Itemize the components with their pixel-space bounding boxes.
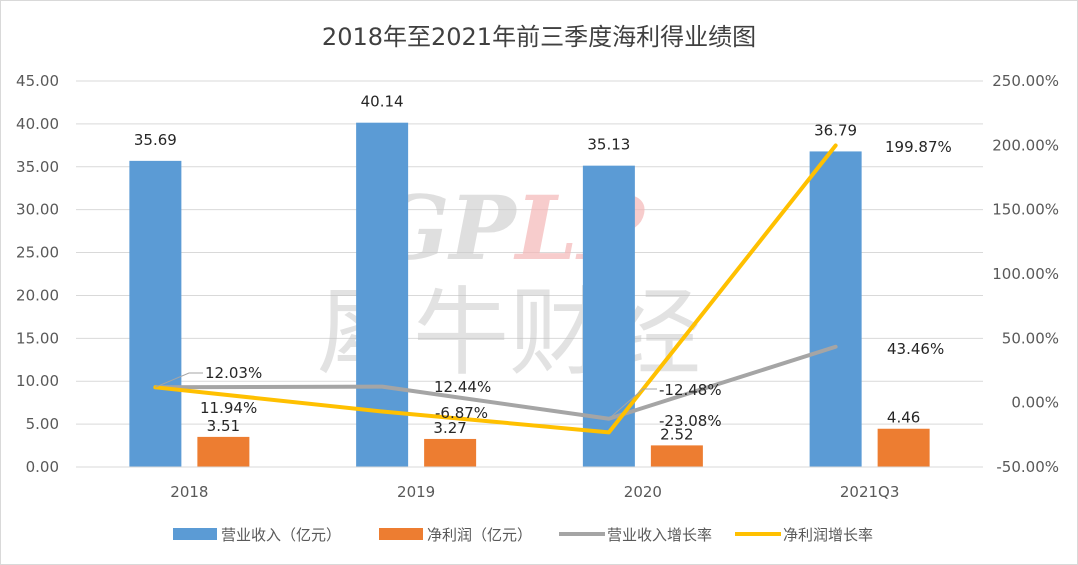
- chart-title: 2018年至2021年前三季度海利得业绩图: [322, 23, 756, 51]
- data-labels: 35.69 40.14 35.13 36.79 3.51 3.27 2.52 4.46 12.0…: [134, 93, 952, 444]
- y-left-tick-label: 40.00: [16, 115, 59, 133]
- data-label-net-profit-growth: 11.94%: [200, 399, 257, 417]
- data-label-revenue: 40.14: [361, 93, 404, 111]
- data-label-net-profit: 3.51: [207, 417, 240, 435]
- data-label-net-profit: 4.46: [887, 409, 920, 427]
- bar-revenue: [582, 165, 635, 468]
- legend-label: 营业收入（亿元）: [221, 526, 341, 544]
- y-left-tick-label: 10.00: [16, 372, 59, 390]
- data-label-net-profit-growth: -6.87%: [435, 404, 488, 422]
- y-right-tick-label: -50.00%: [996, 458, 1059, 476]
- data-label-revenue-growth: -12.48%: [659, 381, 722, 399]
- line-net-profit-growth: [153, 143, 838, 435]
- legend-label: 营业收入增长率: [607, 526, 712, 544]
- data-label-revenue: 35.13: [587, 136, 630, 154]
- data-label-revenue-growth: 12.44%: [434, 378, 491, 396]
- y-right-tick-label: 250.00%: [992, 72, 1059, 90]
- lines: [153, 143, 838, 435]
- data-label-revenue: 35.69: [134, 131, 177, 149]
- y-right-tick-label: 0.00%: [1011, 394, 1059, 412]
- data-label-net-profit-growth: 199.87%: [885, 138, 952, 156]
- y-left-tick-label: 25.00: [16, 244, 59, 262]
- y-left-tick-label: 15.00: [16, 329, 59, 347]
- x-tick-label: 2021Q3: [840, 483, 900, 501]
- bar-revenue: [129, 160, 182, 467]
- data-label-revenue-growth: 43.46%: [887, 340, 944, 358]
- leader-line: [155, 372, 203, 388]
- y-left-tick-label: 20.00: [16, 286, 59, 304]
- data-label-net-profit-growth: -23.08%: [659, 412, 722, 430]
- data-label-revenue: 36.79: [814, 121, 857, 139]
- legend-label: 净利润增长率: [783, 526, 873, 544]
- axes: 0.00 5.00 10.00 15.00 20.00 25.00 30.00 35.00 40…: [16, 72, 1059, 501]
- y-right-tick-label: 50.00%: [1002, 329, 1059, 347]
- data-label-net-profit: 3.27: [433, 419, 466, 437]
- y-right-tick-label: 200.00%: [992, 136, 1059, 154]
- legend-swatch: [173, 528, 217, 540]
- bar-net-profit: [197, 436, 250, 467]
- data-label-net-profit: 2.52: [660, 425, 693, 443]
- grid-lines: [76, 80, 983, 425]
- x-tick-label: 2019: [397, 483, 435, 501]
- line-revenue-growth: [153, 344, 838, 421]
- legend-swatch: [379, 528, 423, 540]
- y-right-tick-label: 150.00%: [992, 201, 1059, 219]
- y-right-tick-label: 100.00%: [992, 265, 1059, 283]
- bar-net-profit: [650, 445, 703, 467]
- bar-net-profit: [424, 438, 477, 467]
- x-tick-label: 2020: [624, 483, 662, 501]
- y-left-tick-label: 5.00: [26, 415, 59, 433]
- watermark: GPLP 犀牛财经: [317, 176, 701, 389]
- data-label-revenue-growth: 12.03%: [205, 364, 262, 382]
- bar-revenue: [809, 151, 862, 467]
- leader-line: [608, 388, 657, 420]
- bar-revenue: [356, 122, 409, 468]
- bar-net-profit: [877, 428, 930, 467]
- x-tick-label: 2018: [170, 483, 208, 501]
- y-left-tick-label: 0.00: [26, 458, 59, 476]
- y-left-tick-label: 35.00: [16, 158, 59, 176]
- y-left-tick-label: 30.00: [16, 201, 59, 219]
- y-left-tick-label: 45.00: [16, 72, 59, 90]
- legend-label: 净利润（亿元）: [427, 526, 532, 544]
- legend: 营业收入（亿元） 净利润（亿元） 营业收入增长率 净利润增长率: [173, 526, 873, 544]
